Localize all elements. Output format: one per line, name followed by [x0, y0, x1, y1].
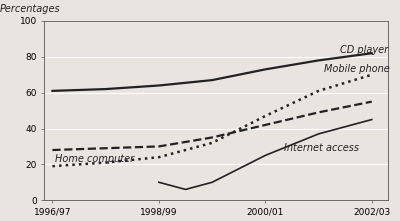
Text: Mobile phone: Mobile phone	[324, 64, 390, 74]
Text: Internet access: Internet access	[284, 143, 359, 153]
Text: CD player: CD player	[340, 45, 388, 55]
Text: Percentages: Percentages	[0, 4, 60, 14]
Text: Home computer: Home computer	[55, 154, 134, 164]
